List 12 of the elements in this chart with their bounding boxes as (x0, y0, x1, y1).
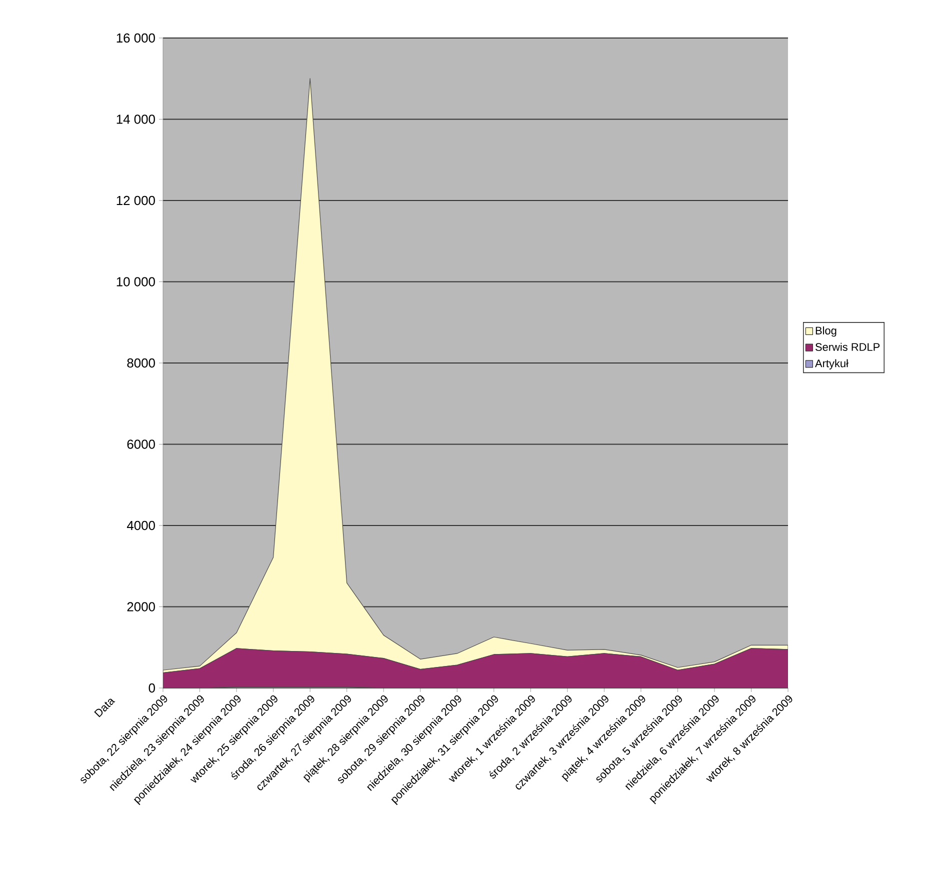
y-tick-label: 8000 (127, 358, 155, 368)
y-tick-label: 4000 (126, 520, 155, 530)
legend-label: Artykuł (815, 359, 848, 370)
y-tick-label: 10 000 (116, 277, 155, 286)
y-tick-label: 2000 (127, 602, 155, 612)
y-tick-label: 14 000 (116, 114, 155, 124)
legend-label: Blog (816, 326, 836, 337)
y-tick-label: 0 (148, 683, 155, 693)
y-tick-label: 6000 (127, 440, 155, 449)
legend-label: Serwis RDLP (815, 342, 880, 351)
y-tick-label: 12 000 (116, 196, 155, 206)
y-tick-label: 16 000 (116, 33, 155, 43)
